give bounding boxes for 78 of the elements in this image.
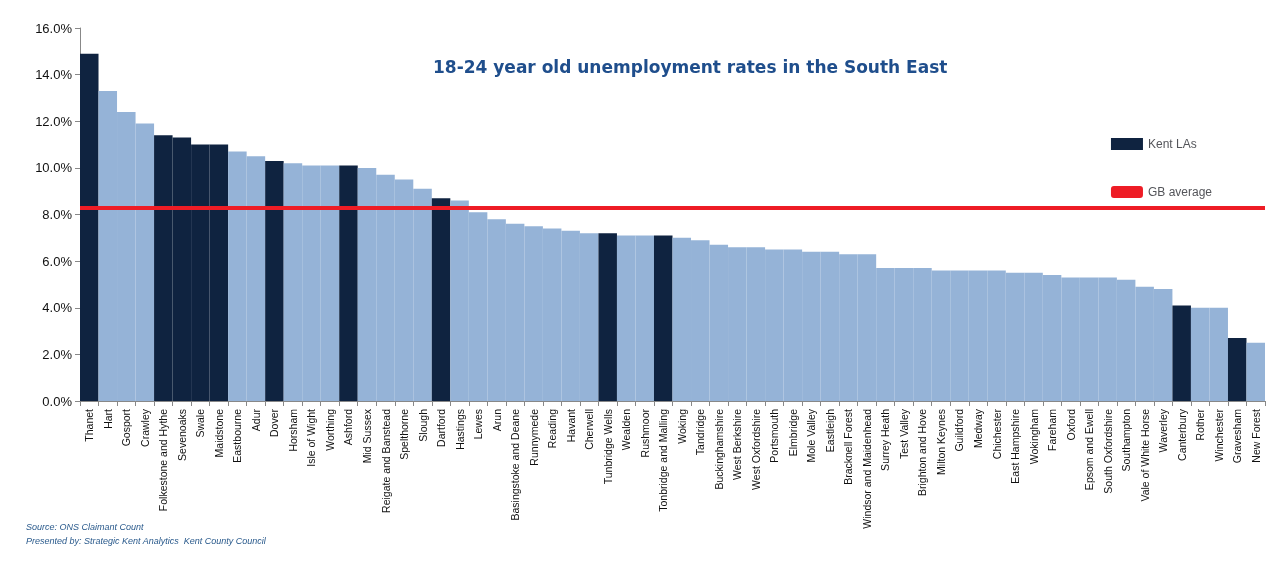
x-tick-label: Rushmoor (638, 408, 651, 458)
x-tick-label: Winchester (1212, 408, 1225, 462)
x-tick-label: Dartford (435, 408, 448, 447)
x-tick-label: Epsom and Ewell (1083, 409, 1096, 491)
x-tick-label: Woking (675, 408, 688, 444)
x-tick-label: Canterbury (1175, 408, 1188, 461)
x-tick-label: Test Valley (897, 408, 910, 459)
x-tick-label: Milton Keynes (934, 409, 947, 475)
x-tick-label: Rother (1194, 408, 1207, 441)
x-tick-label: Reigate and Banstead (379, 408, 392, 513)
x-tick-label: Horsham (286, 408, 299, 452)
x-tick-label: Havant (564, 408, 577, 443)
x-tick-label: Crawley (138, 408, 151, 447)
y-tick-label: 0.0% (42, 393, 73, 409)
y-tick-label: 10.0% (35, 160, 73, 176)
y-tick-label: 8.0% (42, 207, 73, 222)
x-tick-label: Fareham (1046, 408, 1059, 452)
y-tick-label: 2.0% (42, 346, 73, 362)
x-tick-label: New Forest (1249, 408, 1262, 463)
x-tick-label: South Oxfordshire (1101, 408, 1114, 494)
x-tick-label: Brighton and Hove (916, 408, 929, 496)
x-tick-label: Basingstoke and Deane (509, 408, 522, 521)
legend-label: Kent LAs (1147, 137, 1197, 151)
x-tick-label: Swale (194, 408, 207, 438)
x-tick-label: Elmbridge (786, 408, 799, 457)
x-tick-label: Reading (546, 408, 559, 449)
x-tick-label: Slough (416, 408, 429, 442)
x-tick-label: Arun (490, 408, 503, 432)
text: 18-24 year old unemployment rates in the South East (433, 56, 948, 77)
y-tick-label: 14.0% (35, 67, 73, 83)
x-tick-label: Hastings (453, 409, 466, 450)
x-tick-label: Tandridge (694, 408, 707, 456)
x-tick-label: Dover (268, 408, 281, 438)
x-tick-label: Medway (972, 408, 985, 449)
x-tick-label: Buckinghamshire (712, 408, 725, 490)
x-tick-label: Worthing (323, 408, 336, 451)
x-tick-label: Sevenoaks (175, 409, 188, 461)
x-tick-label: Southampton (1120, 408, 1133, 472)
x-tick-label: Eastbourne (231, 408, 244, 463)
x-tick-label: East Hampshire (1009, 408, 1022, 484)
x-tick-label: Gravesham (1231, 408, 1244, 464)
x-tick-label: Chichester (990, 408, 1003, 460)
x-tick-label: Tonbridge and Malling (657, 408, 670, 512)
x-tick-label: Hart (101, 408, 114, 429)
x-tick-label: Wealden (620, 408, 633, 451)
x-tick-label: Ashford (342, 408, 355, 446)
y-tick-label: 4.0% (42, 300, 73, 316)
x-tick-label: Windsor and Maidenhead (860, 408, 873, 529)
x-tick-label: Mid Sussex (360, 408, 373, 464)
x-tick-label: Folkestone and Hythe (157, 408, 170, 512)
y-tick-label: 16.0% (35, 20, 73, 36)
x-tick-label: West Oxfordshire (749, 408, 762, 490)
x-tick-label: Gosport (120, 408, 133, 447)
source-note: Source: ONS Claimant Count (26, 521, 145, 532)
x-tick-label: Thanet (83, 408, 96, 442)
x-tick-label: Adur (249, 408, 262, 432)
x-tick-label: Surrey Heath (879, 408, 892, 471)
x-tick-label: Runnymede (527, 408, 540, 466)
x-tick-label: Spelthorne (398, 408, 411, 460)
x-tick-label: Tunbridge Wells (601, 409, 614, 485)
x-tick-label: Mole Valley (805, 408, 818, 463)
x-tick-label: Bracknell Forest (842, 408, 855, 485)
x-tick-label: Eastleigh (823, 408, 836, 453)
x-tick-label: Guildford (953, 408, 966, 452)
x-tick-label: Lewes (472, 409, 485, 440)
x-tick-label: Waverley (1157, 408, 1170, 453)
x-tick-label: Maidstone (212, 408, 225, 458)
x-tick-label: Oxford (1064, 408, 1077, 441)
x-tick-label: West Berkshire (731, 408, 744, 480)
x-tick-label: Portsmouth (768, 408, 781, 463)
x-tick-label: Isle of Wight (305, 408, 318, 467)
legend-label: GB average (1147, 185, 1213, 199)
y-tick-label: 6.0% (42, 253, 73, 269)
x-tick-label: Cherwell (583, 409, 596, 450)
x-tick-label: Wokingham (1027, 408, 1040, 465)
text: Presented by: Strategic Kent Analytics Kent County Council (26, 535, 267, 546)
y-tick-label: 12.0% (35, 113, 73, 129)
x-tick-label: Vale of White Horse (1138, 408, 1151, 502)
